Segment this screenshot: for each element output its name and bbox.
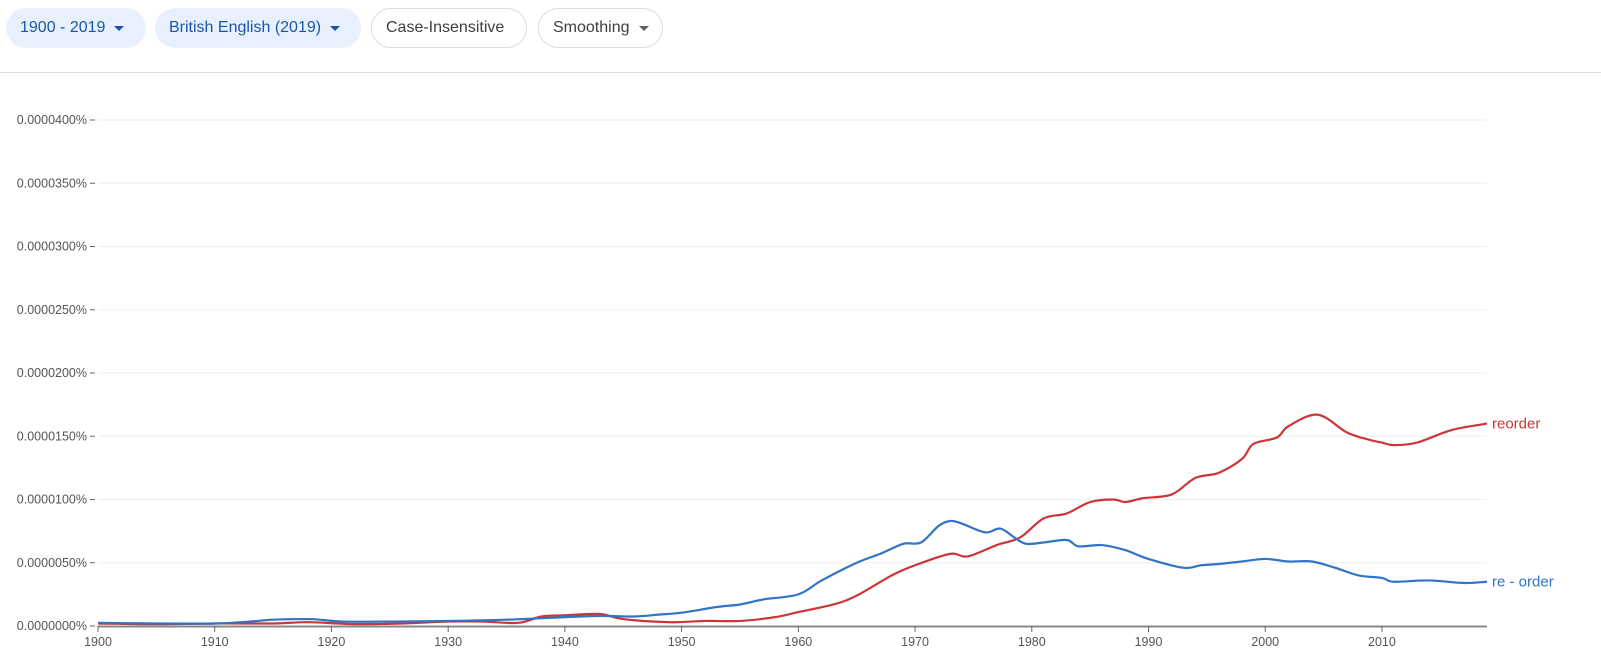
y-tick-label: 0.0000200%: [17, 366, 87, 380]
case-label: Case-Insensitive: [386, 19, 505, 36]
y-tick-label: 0.0000250%: [17, 303, 87, 317]
x-tick-label: 2000: [1251, 635, 1279, 649]
x-tick-label: 1960: [784, 635, 812, 649]
x-tick-label: 1920: [318, 635, 346, 649]
year-range-dropdown[interactable]: 1900 - 2019: [6, 8, 146, 48]
x-tick-label: 1940: [551, 635, 579, 649]
corpus-dropdown[interactable]: British English (2019): [155, 8, 361, 48]
caret-down-icon: [638, 25, 649, 31]
y-tick-label: 0.0000100%: [17, 493, 87, 507]
y-tick-label: 0.0000150%: [17, 429, 87, 443]
toolbar: 1900 - 2019 British English (2019) Case-…: [0, 0, 1601, 73]
x-tick-label: 1970: [901, 635, 929, 649]
caret-down-icon: [114, 25, 125, 31]
smoothing-dropdown[interactable]: Smoothing: [538, 8, 663, 48]
year-range-label: 1900 - 2019: [20, 19, 106, 36]
series-label[interactable]: reorder: [1492, 416, 1540, 433]
smoothing-label: Smoothing: [553, 19, 630, 36]
corpus-label: British English (2019): [169, 19, 322, 36]
y-tick-label: 0.0000000%: [17, 619, 87, 633]
y-tick-label: 0.0000050%: [17, 556, 87, 570]
y-tick-label: 0.0000400%: [17, 113, 87, 127]
series-label[interactable]: re - order: [1492, 574, 1554, 591]
series-line-re-order[interactable]: [97, 519, 1488, 625]
x-tick-label: 1990: [1135, 635, 1163, 649]
x-tick-label: 2010: [1368, 635, 1396, 649]
caret-down-icon: [330, 25, 341, 31]
x-tick-label: 1980: [1018, 635, 1046, 649]
series-line-reorder[interactable]: [97, 413, 1488, 626]
x-tick-label: 1930: [434, 635, 462, 649]
x-tick-label: 1950: [668, 635, 696, 649]
x-tick-label: 1910: [201, 635, 229, 649]
y-tick-label: 0.0000300%: [17, 240, 87, 254]
y-tick-label: 0.0000350%: [17, 176, 87, 190]
case-insensitive-toggle[interactable]: Case-Insensitive: [371, 8, 527, 48]
x-tick-label: 1900: [84, 635, 112, 649]
